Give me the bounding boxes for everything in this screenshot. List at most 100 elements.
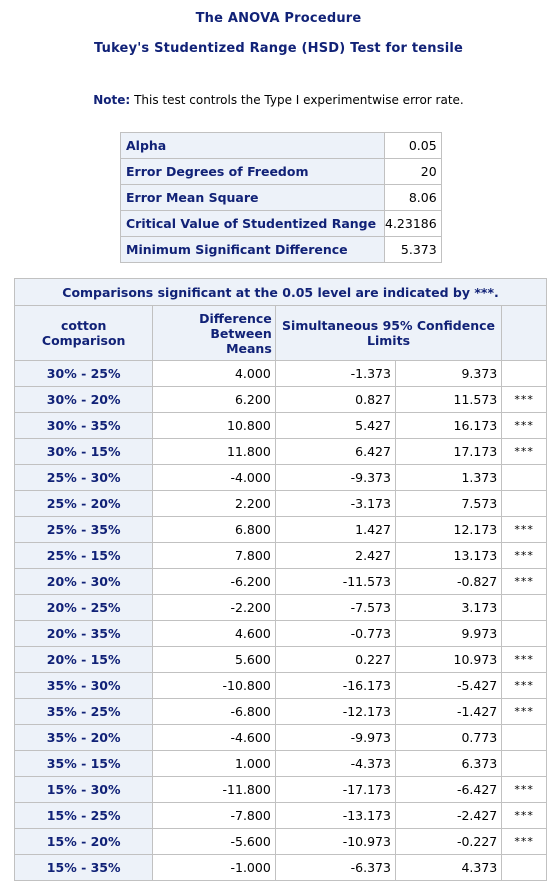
- stat-label: Error Mean Square: [121, 185, 385, 211]
- lower-limit-value: 5.427: [275, 413, 395, 439]
- column-header-confidence-limits: Simultaneous 95% Confidence Limits: [275, 306, 501, 361]
- comparison-label: 15% - 35%: [15, 855, 153, 881]
- table-row: 20% - 15% 5.600 0.227 10.973 ***: [15, 647, 547, 673]
- stat-row-msd: Minimum Significant Difference 5.373: [121, 237, 442, 263]
- header-text: Means: [226, 341, 272, 356]
- upper-limit-value: 16.173: [395, 413, 501, 439]
- significance-marker: ***: [502, 413, 547, 439]
- column-header-difference: Difference Between Means: [153, 306, 275, 361]
- table-row: 30% - 15% 11.800 6.427 17.173 ***: [15, 439, 547, 465]
- table-row: 35% - 20% -4.600 -9.973 0.773: [15, 725, 547, 751]
- difference-value: 7.800: [153, 543, 275, 569]
- table-row: 15% - 30% -11.800 -17.173 -6.427 ***: [15, 777, 547, 803]
- significance-marker: ***: [502, 517, 547, 543]
- upper-limit-value: 12.173: [395, 517, 501, 543]
- comparison-label: 20% - 30%: [15, 569, 153, 595]
- column-header-comparison: cotton Comparison: [15, 306, 153, 361]
- lower-limit-value: -7.573: [275, 595, 395, 621]
- lower-limit-value: -4.373: [275, 751, 395, 777]
- upper-limit-value: 9.373: [395, 361, 501, 387]
- significance-marker: [502, 751, 547, 777]
- comparison-label: 15% - 30%: [15, 777, 153, 803]
- comparison-label: 25% - 30%: [15, 465, 153, 491]
- lower-limit-value: 6.427: [275, 439, 395, 465]
- comparison-label: 20% - 15%: [15, 647, 153, 673]
- upper-limit-value: -2.427: [395, 803, 501, 829]
- comparisons-table: Comparisons significant at the 0.05 leve…: [14, 278, 547, 881]
- table-row: 15% - 25% -7.800 -13.173 -2.427 ***: [15, 803, 547, 829]
- stat-value: 0.05: [385, 133, 442, 159]
- header-text: Comparison: [42, 333, 126, 348]
- difference-value: 2.200: [153, 491, 275, 517]
- upper-limit-value: 4.373: [395, 855, 501, 881]
- difference-value: -2.200: [153, 595, 275, 621]
- significance-marker: [502, 725, 547, 751]
- difference-value: -4.000: [153, 465, 275, 491]
- column-header-significance: [502, 306, 547, 361]
- lower-limit-value: 1.427: [275, 517, 395, 543]
- upper-limit-value: 0.773: [395, 725, 501, 751]
- stat-label: Critical Value of Studentized Range: [121, 211, 385, 237]
- table-row: 30% - 25% 4.000 -1.373 9.373: [15, 361, 547, 387]
- comparison-label: 20% - 25%: [15, 595, 153, 621]
- table-row: 20% - 25% -2.200 -7.573 3.173: [15, 595, 547, 621]
- stat-row-error-mean-square: Error Mean Square 8.06: [121, 185, 442, 211]
- stat-label: Error Degrees of Freedom: [121, 159, 385, 185]
- difference-value: 4.600: [153, 621, 275, 647]
- significance-marker: ***: [502, 387, 547, 413]
- difference-value: 5.600: [153, 647, 275, 673]
- note-text: This test controls the Type I experiment…: [134, 93, 464, 107]
- lower-limit-value: -9.373: [275, 465, 395, 491]
- stat-value: 4.23186: [385, 211, 442, 237]
- upper-limit-value: 13.173: [395, 543, 501, 569]
- significance-marker: [502, 595, 547, 621]
- upper-limit-value: -6.427: [395, 777, 501, 803]
- header-text: cotton: [61, 318, 106, 333]
- stat-value: 5.373: [385, 237, 442, 263]
- note: Note: This test controls the Type I expe…: [0, 93, 557, 107]
- lower-limit-value: 0.227: [275, 647, 395, 673]
- comparison-label: 15% - 20%: [15, 829, 153, 855]
- lower-limit-value: 0.827: [275, 387, 395, 413]
- stat-label: Minimum Significant Difference: [121, 237, 385, 263]
- comparison-label: 35% - 20%: [15, 725, 153, 751]
- difference-value: 1.000: [153, 751, 275, 777]
- upper-limit-value: -0.827: [395, 569, 501, 595]
- upper-limit-value: 9.973: [395, 621, 501, 647]
- upper-limit-value: 6.373: [395, 751, 501, 777]
- upper-limit-value: -0.227: [395, 829, 501, 855]
- lower-limit-value: 2.427: [275, 543, 395, 569]
- significance-marker: ***: [502, 699, 547, 725]
- lower-limit-value: -17.173: [275, 777, 395, 803]
- difference-value: 10.800: [153, 413, 275, 439]
- lower-limit-value: -0.773: [275, 621, 395, 647]
- table-caption: Comparisons significant at the 0.05 leve…: [15, 279, 547, 306]
- comparison-label: 30% - 25%: [15, 361, 153, 387]
- comparison-label: 20% - 35%: [15, 621, 153, 647]
- table-row: 30% - 35% 10.800 5.427 16.173 ***: [15, 413, 547, 439]
- difference-value: 6.800: [153, 517, 275, 543]
- significance-marker: ***: [502, 543, 547, 569]
- header-text: Limits: [367, 333, 410, 348]
- lower-limit-value: -9.973: [275, 725, 395, 751]
- stat-label: Alpha: [121, 133, 385, 159]
- difference-value: 4.000: [153, 361, 275, 387]
- stat-row-critical-value: Critical Value of Studentized Range 4.23…: [121, 211, 442, 237]
- lower-limit-value: -16.173: [275, 673, 395, 699]
- upper-limit-value: 1.373: [395, 465, 501, 491]
- lower-limit-value: -1.373: [275, 361, 395, 387]
- comparison-label: 25% - 20%: [15, 491, 153, 517]
- difference-value: -11.800: [153, 777, 275, 803]
- comparison-label: 25% - 15%: [15, 543, 153, 569]
- difference-value: -10.800: [153, 673, 275, 699]
- comparisons-body: 30% - 25% 4.000 -1.373 9.373 30% - 20% 6.200 0…: [15, 361, 547, 881]
- procedure-title: The ANOVA Procedure: [0, 11, 557, 26]
- difference-value: -6.800: [153, 699, 275, 725]
- lower-limit-value: -13.173: [275, 803, 395, 829]
- upper-limit-value: 10.973: [395, 647, 501, 673]
- upper-limit-value: -5.427: [395, 673, 501, 699]
- table-row: 30% - 20% 6.200 0.827 11.573 ***: [15, 387, 547, 413]
- table-row: 25% - 35% 6.800 1.427 12.173 ***: [15, 517, 547, 543]
- comparison-label: 30% - 35%: [15, 413, 153, 439]
- stat-row-error-df: Error Degrees of Freedom 20: [121, 159, 442, 185]
